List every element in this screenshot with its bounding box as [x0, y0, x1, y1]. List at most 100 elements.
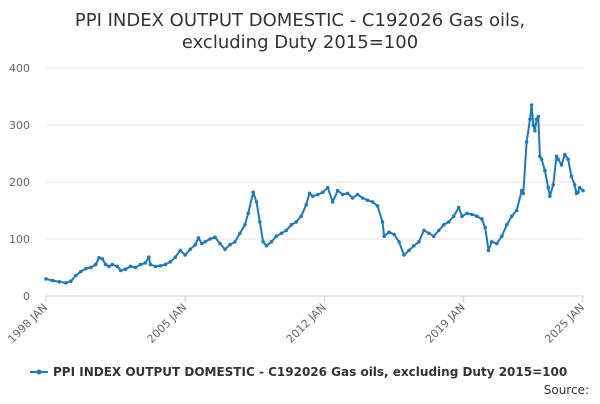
- data-point[interactable]: [490, 240, 494, 244]
- data-point[interactable]: [294, 220, 299, 224]
- data-point[interactable]: [456, 205, 461, 210]
- data-point[interactable]: [93, 262, 98, 267]
- data-point[interactable]: [311, 194, 315, 199]
- data-point[interactable]: [407, 248, 411, 253]
- data-point[interactable]: [228, 242, 232, 247]
- data-point[interactable]: [223, 247, 227, 252]
- data-point[interactable]: [264, 244, 269, 248]
- data-point[interactable]: [427, 231, 431, 236]
- data-point[interactable]: [460, 214, 464, 218]
- data-point[interactable]: [233, 240, 237, 244]
- data-point[interactable]: [382, 234, 386, 238]
- data-point[interactable]: [84, 266, 88, 271]
- data-point[interactable]: [188, 247, 192, 252]
- data-point[interactable]: [402, 253, 406, 257]
- data-point[interactable]: [147, 255, 151, 259]
- data-point[interactable]: [251, 190, 255, 195]
- data-point[interactable]: [521, 191, 526, 196]
- data-point[interactable]: [577, 185, 582, 190]
- data-point[interactable]: [360, 196, 365, 200]
- data-point[interactable]: [203, 240, 207, 244]
- data-point[interactable]: [340, 192, 345, 197]
- data-point[interactable]: [483, 225, 488, 230]
- data-point[interactable]: [183, 253, 187, 257]
- data-point[interactable]: [238, 231, 242, 236]
- data-point[interactable]: [107, 264, 111, 269]
- data-point[interactable]: [89, 265, 93, 270]
- data-point[interactable]: [422, 228, 426, 233]
- data-point[interactable]: [321, 190, 325, 195]
- data-point[interactable]: [269, 240, 274, 244]
- data-point[interactable]: [138, 262, 143, 267]
- data-point[interactable]: [437, 228, 441, 233]
- data-point[interactable]: [465, 211, 469, 216]
- data-point[interactable]: [514, 208, 519, 213]
- data-point[interactable]: [196, 236, 201, 240]
- data-point[interactable]: [543, 168, 547, 173]
- data-point[interactable]: [365, 198, 370, 202]
- data-point[interactable]: [208, 237, 212, 241]
- legend[interactable]: PPI INDEX OUTPUT DOMESTIC - C192026 Gas …: [30, 365, 567, 379]
- data-point[interactable]: [546, 185, 550, 190]
- data-point[interactable]: [133, 265, 138, 270]
- data-point[interactable]: [486, 248, 491, 253]
- data-point[interactable]: [79, 269, 83, 274]
- data-point[interactable]: [509, 214, 514, 218]
- data-point[interactable]: [569, 174, 574, 179]
- data-point[interactable]: [350, 196, 355, 200]
- data-point[interactable]: [563, 152, 567, 157]
- data-point[interactable]: [57, 280, 62, 284]
- data-point[interactable]: [519, 188, 524, 193]
- data-point[interactable]: [533, 128, 537, 133]
- data-point[interactable]: [246, 211, 250, 216]
- data-point[interactable]: [392, 232, 396, 237]
- data-point[interactable]: [143, 261, 148, 265]
- data-point[interactable]: [289, 223, 294, 227]
- data-point[interactable]: [50, 278, 55, 283]
- data-point[interactable]: [115, 264, 120, 269]
- data-point[interactable]: [254, 200, 259, 204]
- data-point[interactable]: [200, 241, 204, 246]
- data-point[interactable]: [335, 188, 340, 193]
- data-point[interactable]: [417, 240, 421, 244]
- data-point[interactable]: [538, 154, 542, 159]
- data-point[interactable]: [536, 114, 541, 119]
- data-point[interactable]: [118, 268, 123, 273]
- data-point[interactable]: [153, 264, 158, 269]
- data-point[interactable]: [316, 192, 320, 197]
- data-point[interactable]: [168, 260, 173, 264]
- data-point[interactable]: [158, 264, 163, 268]
- data-point[interactable]: [274, 234, 279, 238]
- data-point[interactable]: [375, 204, 380, 208]
- data-point[interactable]: [528, 117, 532, 122]
- data-point[interactable]: [279, 231, 284, 236]
- data-point[interactable]: [330, 200, 335, 204]
- data-point[interactable]: [307, 191, 312, 196]
- data-point[interactable]: [572, 183, 577, 187]
- data-point[interactable]: [44, 277, 48, 281]
- data-point[interactable]: [475, 214, 479, 218]
- data-point[interactable]: [97, 255, 101, 260]
- data-point[interactable]: [581, 188, 585, 193]
- data-point[interactable]: [480, 217, 484, 221]
- data-point[interactable]: [470, 212, 474, 217]
- data-point[interactable]: [370, 200, 375, 204]
- data-point[interactable]: [451, 214, 456, 218]
- data-point[interactable]: [500, 234, 504, 238]
- data-point[interactable]: [548, 194, 552, 199]
- data-point[interactable]: [178, 248, 183, 253]
- data-point[interactable]: [412, 244, 416, 248]
- data-point[interactable]: [261, 240, 265, 244]
- data-point[interactable]: [173, 255, 178, 259]
- data-point[interactable]: [326, 185, 330, 190]
- data-point[interactable]: [74, 273, 78, 278]
- data-point[interactable]: [534, 117, 539, 122]
- data-point[interactable]: [299, 214, 304, 218]
- data-point[interactable]: [69, 279, 73, 284]
- data-point[interactable]: [387, 230, 391, 234]
- data-point[interactable]: [355, 192, 360, 197]
- data-point[interactable]: [531, 123, 536, 127]
- data-point[interactable]: [304, 203, 309, 207]
- data-point[interactable]: [556, 157, 560, 161]
- data-point[interactable]: [243, 223, 247, 227]
